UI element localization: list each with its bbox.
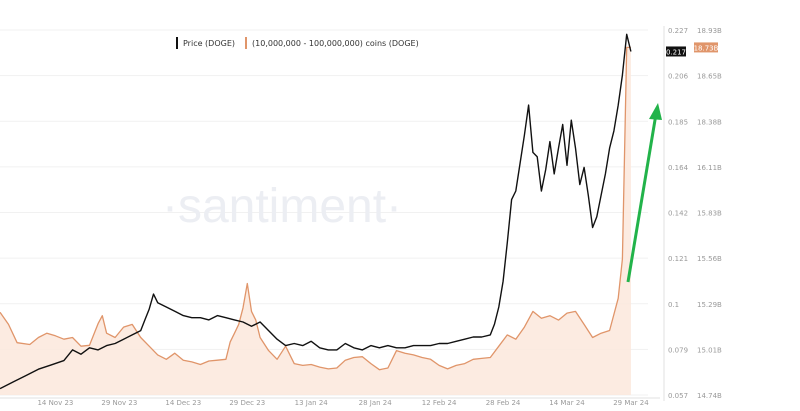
right-axis-tick-label: 15.83B (697, 210, 722, 218)
right-axis-tick-label: 14.74B (697, 392, 722, 400)
left-axis-tick-label: 0.057 (668, 392, 688, 400)
x-axis: 14 Nov 23 29 Nov 23 14 Dec 23 29 Dec 23 13 J… (37, 399, 649, 407)
left-axis-tick-label: 0.121 (668, 255, 688, 263)
x-axis-tick-label: 29 Mar 24 (613, 399, 649, 407)
left-axis-tick-label: 0.164 (668, 164, 689, 172)
current-value-tags: 0.217 18.73B (666, 42, 719, 57)
right-axis-tick-label: 16.11B (697, 164, 722, 172)
price-series-line (0, 33, 632, 390)
trend-arrow-line (626, 113, 658, 283)
x-axis-tick-label: 12 Feb 24 (422, 399, 457, 407)
series-line-group (0, 33, 632, 390)
right-axis-tick-label: 15.56B (697, 255, 722, 263)
x-axis-tick-label: 14 Dec 23 (165, 399, 201, 407)
coins-value-tag (694, 42, 718, 53)
coins-series-line (0, 46, 631, 371)
right-axis-tick-label: 18.65B (697, 73, 722, 81)
watermark: ·santiment· (162, 180, 402, 233)
trend-arrow-head (649, 103, 662, 120)
left-axis: 0.227 0.206 0.185 0.164 0.142 0.121 0.1 0.079 0.… (668, 27, 689, 400)
legend-item-price[interactable]: Price (DOGE) (176, 37, 235, 49)
left-axis-tick-label: 0.079 (668, 346, 688, 354)
price-value-tag (666, 46, 686, 57)
price-value-tag-label: 0.217 (666, 48, 686, 56)
right-axis: 18.93B 18.65B 18.38B 16.11B 15.83B 15.56B 15.2… (697, 27, 722, 400)
left-axis-tick-label: 0.185 (668, 118, 688, 126)
legend-label-price: Price (DOGE) (183, 38, 236, 48)
x-axis-tick-label: 29 Nov 23 (101, 399, 137, 407)
right-axis-tick-label: 15.01B (697, 346, 722, 354)
trend-arrow (626, 103, 662, 283)
x-axis-tick-label: 28 Feb 24 (486, 399, 521, 407)
left-axis-tick-label: 0.206 (668, 73, 689, 81)
x-axis-tick-label: 14 Mar 24 (549, 399, 585, 407)
left-axis-tick-label: 0.227 (668, 27, 688, 35)
chart-legend: Price (DOGE) (10,000,000 - 100,000,000) … (176, 36, 429, 50)
left-axis-tick-label: 0.142 (668, 210, 688, 218)
legend-label-coins: (10,000,000 - 100,000,000) coins (DOGE) (252, 38, 419, 48)
x-axis-tick-label: 14 Nov 23 (37, 399, 73, 407)
right-axis-tick-label: 15.29B (697, 301, 722, 309)
right-axis-tick-label: 18.38B (697, 118, 722, 126)
legend-swatch-coins (245, 37, 248, 49)
legend-item-coins[interactable]: (10,000,000 - 100,000,000) coins (DOGE) (245, 37, 419, 49)
x-axis-tick-label: 29 Dec 23 (229, 399, 265, 407)
legend-swatch-price (176, 37, 178, 49)
right-axis-tick-label: 18.93B (697, 27, 722, 35)
coins-value-tag-label: 18.73B (694, 44, 719, 52)
x-axis-tick-label: 28 Jan 24 (359, 399, 393, 407)
left-axis-tick-label: 0.1 (668, 301, 679, 309)
watermark-layer: ·santiment· (162, 180, 402, 233)
x-axis-tick-label: 13 Jan 24 (295, 399, 329, 407)
